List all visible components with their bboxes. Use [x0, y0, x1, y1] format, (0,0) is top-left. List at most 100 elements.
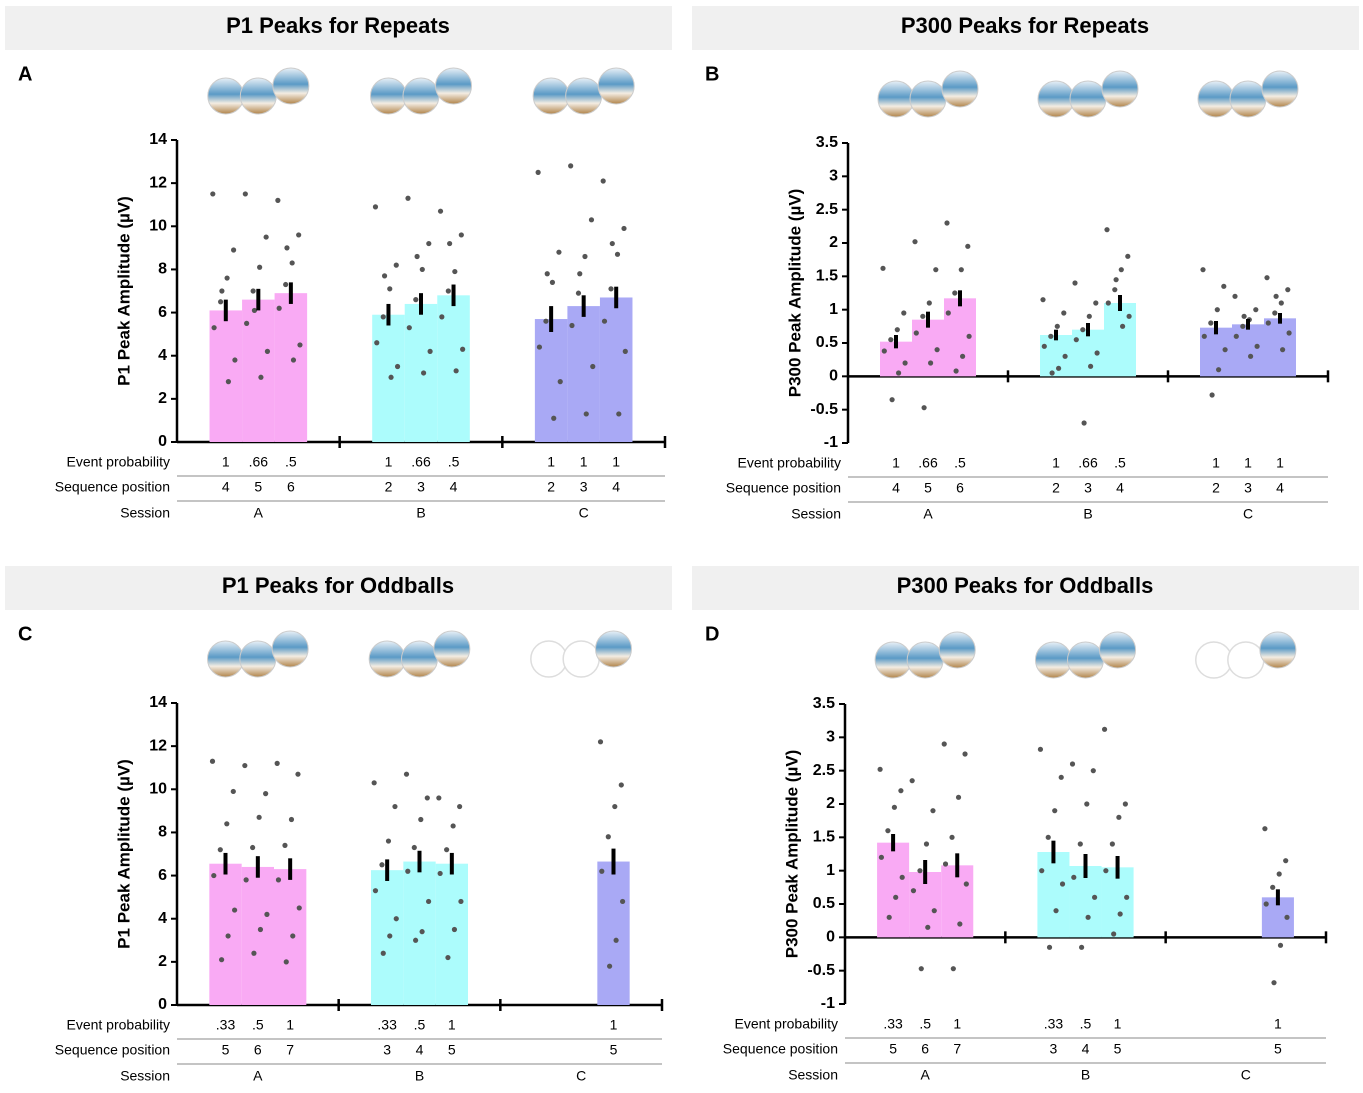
- panel-title: P300 Peaks for Repeats: [901, 13, 1149, 38]
- event-probability: .5: [1114, 455, 1126, 471]
- data-point: [282, 843, 287, 848]
- topomap: [1102, 71, 1138, 107]
- bar: [912, 320, 944, 377]
- event-probability: .5: [448, 454, 460, 470]
- data-point: [283, 282, 288, 287]
- data-point: [1272, 310, 1277, 315]
- session-label: C: [1241, 1067, 1251, 1083]
- sequence-position: 3: [580, 479, 588, 495]
- event-probability: .66: [411, 454, 431, 470]
- panel-letter: C: [18, 623, 32, 645]
- data-point: [425, 795, 430, 800]
- data-point: [917, 868, 922, 873]
- data-point: [1103, 868, 1108, 873]
- sequence-position: 3: [1084, 480, 1092, 496]
- data-point: [242, 763, 247, 768]
- y-tick-label: 6: [158, 304, 167, 321]
- data-point: [1202, 334, 1207, 339]
- data-point: [291, 357, 296, 362]
- bar: [1037, 852, 1069, 937]
- data-point: [914, 330, 919, 335]
- data-point: [420, 267, 425, 272]
- data-point: [218, 847, 223, 852]
- data-point: [251, 288, 256, 293]
- sequence-position: 5: [889, 1041, 897, 1057]
- data-point: [1120, 324, 1125, 329]
- bar: [275, 293, 308, 442]
- bar: [1264, 318, 1296, 376]
- data-point: [257, 265, 262, 270]
- data-point: [1052, 808, 1057, 813]
- data-point: [965, 244, 970, 249]
- data-point: [1127, 314, 1132, 319]
- data-point: [219, 957, 224, 962]
- bar: [1232, 324, 1264, 376]
- data-point: [290, 260, 295, 265]
- sequence-position: 6: [254, 1042, 262, 1058]
- bar: [597, 862, 629, 1005]
- data-point: [543, 319, 548, 324]
- panel-title: P1 Peaks for Oddballs: [222, 573, 454, 598]
- data-point: [277, 306, 282, 311]
- row-label: Sequence position: [726, 480, 841, 496]
- row-label: Session: [120, 505, 170, 521]
- data-point: [295, 772, 300, 777]
- y-tick-label: 2: [158, 390, 167, 407]
- data-point: [892, 805, 897, 810]
- data-point: [1104, 227, 1109, 232]
- event-probability: 1: [385, 454, 393, 470]
- y-tick-label: 1: [826, 862, 835, 879]
- y-tick-label: 8: [158, 261, 167, 278]
- sequence-position: 4: [892, 480, 900, 496]
- bar: [209, 864, 241, 1005]
- topomap: [1260, 632, 1296, 668]
- data-point: [1274, 294, 1279, 299]
- data-point: [1116, 815, 1121, 820]
- data-point: [1106, 300, 1111, 305]
- sequence-position: 5: [1274, 1041, 1282, 1057]
- data-point: [951, 966, 956, 971]
- data-point: [446, 288, 451, 293]
- event-probability: .33: [883, 1016, 903, 1032]
- data-point: [394, 263, 399, 268]
- data-point: [252, 308, 257, 313]
- y-tick-label: 3: [826, 729, 835, 746]
- data-point: [428, 349, 433, 354]
- panel-title: P1 Peaks for Repeats: [226, 13, 450, 38]
- data-point: [392, 804, 397, 809]
- y-axis-label: P300 Peak Amplitude (µV): [785, 189, 804, 398]
- sequence-position: 6: [287, 479, 295, 495]
- data-point: [1040, 297, 1045, 302]
- data-point: [924, 841, 929, 846]
- data-point: [1039, 868, 1044, 873]
- y-tick-label: 10: [149, 218, 167, 235]
- data-point: [275, 761, 280, 766]
- data-point: [1221, 284, 1226, 289]
- data-point: [1112, 287, 1117, 292]
- data-point: [1095, 350, 1100, 355]
- row-label: Session: [788, 1067, 838, 1083]
- row-label: Event probability: [66, 1017, 170, 1033]
- data-point: [451, 823, 456, 828]
- data-point: [438, 209, 443, 214]
- data-point: [1253, 307, 1258, 312]
- y-tick-label: 2: [829, 234, 838, 251]
- row-label: Session: [791, 506, 841, 522]
- data-point: [212, 325, 217, 330]
- y-tick-label: 3.5: [813, 695, 835, 712]
- topomap: [939, 632, 975, 668]
- data-point: [251, 951, 256, 956]
- data-point: [413, 938, 418, 943]
- bar: [405, 304, 438, 442]
- y-tick-label: 1: [829, 301, 838, 318]
- data-point: [225, 275, 230, 280]
- topomap: [402, 641, 438, 677]
- sequence-position: 2: [547, 479, 555, 495]
- topomap-empty: [563, 641, 599, 677]
- event-probability: 1: [1114, 1016, 1122, 1032]
- data-point: [372, 780, 377, 785]
- topomap: [1262, 71, 1298, 107]
- panel-title: P300 Peaks for Oddballs: [897, 573, 1154, 598]
- data-point: [1056, 366, 1061, 371]
- data-point: [568, 163, 573, 168]
